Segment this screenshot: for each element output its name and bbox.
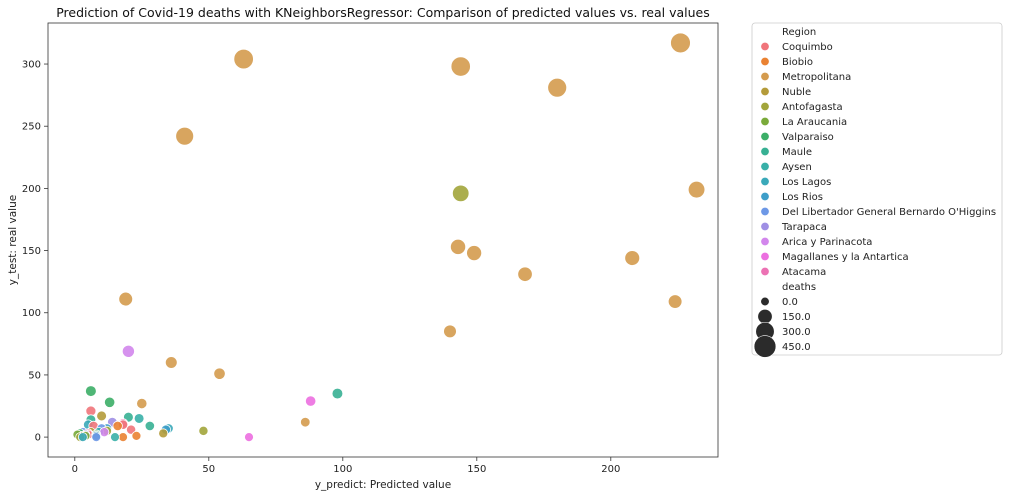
legend-marker xyxy=(760,147,770,157)
data-point xyxy=(443,324,457,339)
data-point xyxy=(198,425,209,436)
data-point xyxy=(687,180,706,199)
data-point xyxy=(300,416,311,428)
data-point xyxy=(133,413,145,424)
chart-title: Prediction of Covid-19 deaths with KNeig… xyxy=(56,5,710,20)
legend-size-label: 150.0 xyxy=(782,312,811,323)
x-tick-label: 100 xyxy=(333,464,352,475)
x-tick-label: 200 xyxy=(601,464,620,475)
legend-label: Metropolitana xyxy=(782,72,851,83)
data-point xyxy=(136,397,148,410)
legend-size-label: 300.0 xyxy=(782,327,811,338)
data-point xyxy=(547,77,568,98)
data-point xyxy=(331,387,344,400)
legend-marker xyxy=(760,87,770,97)
x-axis-label: y_predict: Predicted value xyxy=(315,479,451,491)
legend-marker xyxy=(760,252,770,262)
data-point xyxy=(624,250,641,266)
legend-label: Atacama xyxy=(782,267,826,278)
data-point xyxy=(450,238,467,255)
data-point xyxy=(104,396,116,408)
data-point xyxy=(91,432,102,443)
y-tick-label: 300 xyxy=(22,60,41,71)
x-tick-label: 50 xyxy=(202,464,215,475)
data-point xyxy=(110,432,120,443)
data-point xyxy=(517,266,533,282)
legend-marker xyxy=(760,102,770,112)
data-point xyxy=(158,428,169,439)
data-point xyxy=(667,294,683,309)
legend-label: Magallanes y la Antartica xyxy=(782,252,909,263)
y-tick-label: 200 xyxy=(22,184,41,195)
legend: Region Coquimbo Biobio Metropolitana Nuble An… xyxy=(751,22,1003,358)
legend-marker xyxy=(760,207,770,217)
x-tick-label: 150 xyxy=(467,464,486,475)
legend-size-label: 450.0 xyxy=(782,342,811,353)
legend-label: Biobio xyxy=(782,57,813,68)
legend-label: Valparaiso xyxy=(782,132,834,143)
legend-label: Arica y Parinacota xyxy=(782,237,872,248)
y-axis-label: y_test: real value xyxy=(7,195,19,285)
data-point xyxy=(452,184,470,203)
legend-label: Aysen xyxy=(782,162,812,173)
legend-label: Maule xyxy=(782,147,812,158)
legend-label: Los Rios xyxy=(782,192,823,203)
data-point xyxy=(304,395,317,407)
legend-label: Antofagasta xyxy=(782,102,843,113)
data-point xyxy=(112,420,123,432)
data-point xyxy=(118,291,134,307)
legend-marker xyxy=(760,72,770,82)
legend-title-deaths: deaths xyxy=(782,282,816,293)
data-point xyxy=(164,356,178,369)
legend-marker xyxy=(760,192,770,202)
legend-size-label: 0.0 xyxy=(782,297,798,308)
y-tick-label: 100 xyxy=(22,308,41,319)
legend-marker xyxy=(760,117,770,127)
data-point xyxy=(77,432,88,443)
data-point xyxy=(233,48,254,70)
legend-label: La Araucania xyxy=(782,117,847,128)
legend-marker xyxy=(760,162,770,172)
legend-label: Nuble xyxy=(782,87,811,98)
data-point xyxy=(144,420,155,432)
legend-label: Coquimbo xyxy=(782,42,833,53)
x-tick-label: 0 xyxy=(72,464,78,475)
data-point xyxy=(121,344,135,358)
legend-marker xyxy=(760,237,770,247)
legend-size-marker xyxy=(757,308,773,325)
legend-marker xyxy=(760,132,770,142)
legend-marker xyxy=(760,41,770,51)
y-tick-label: 250 xyxy=(22,122,41,133)
legend-size-marker xyxy=(760,296,770,307)
data-point xyxy=(670,32,691,54)
data-point xyxy=(213,367,226,380)
data-point xyxy=(131,430,142,441)
y-tick-label: 150 xyxy=(22,246,41,257)
legend-frame xyxy=(751,22,1003,356)
legend-size-marker xyxy=(753,335,777,358)
data-point xyxy=(244,432,254,443)
legend-label: Tarapaca xyxy=(781,222,827,233)
legend-label: Los Lagos xyxy=(782,177,831,188)
y-axis-ticks: 0 50 100 150 200 250 300 xyxy=(22,60,48,444)
data-point xyxy=(85,385,97,397)
y-tick-label: 0 xyxy=(35,433,41,444)
data-point xyxy=(96,410,107,422)
legend-marker xyxy=(760,222,770,232)
data-point xyxy=(450,56,471,77)
data-point xyxy=(466,245,483,262)
plot-frame xyxy=(47,22,719,458)
legend-marker xyxy=(760,177,770,187)
data-point xyxy=(175,126,195,146)
y-tick-label: 50 xyxy=(28,370,41,381)
legend-marker xyxy=(760,56,770,66)
legend-marker xyxy=(760,266,770,276)
legend-label: Del Libertador General Bernardo O'Higgin… xyxy=(782,207,996,218)
x-axis-ticks: 0 50 100 150 200 xyxy=(72,457,620,475)
legend-title-region: Region xyxy=(782,27,816,38)
data-points xyxy=(72,32,706,443)
